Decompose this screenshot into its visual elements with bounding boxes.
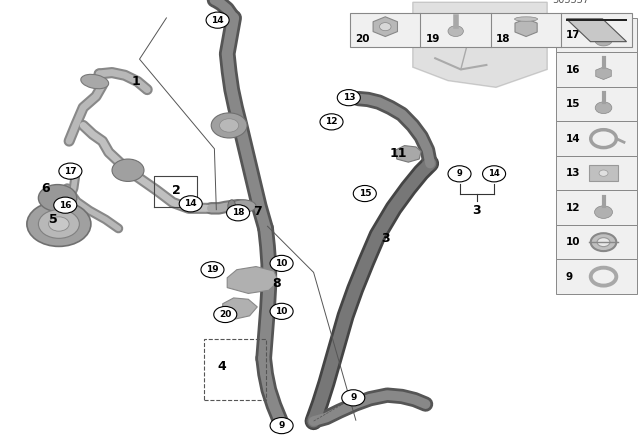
Ellipse shape bbox=[228, 200, 236, 212]
Text: 16: 16 bbox=[566, 65, 580, 75]
Text: 14: 14 bbox=[566, 134, 580, 144]
Polygon shape bbox=[396, 146, 421, 162]
Circle shape bbox=[595, 34, 612, 46]
Circle shape bbox=[179, 196, 202, 212]
Polygon shape bbox=[556, 18, 637, 52]
Text: 16: 16 bbox=[59, 201, 72, 210]
Text: 3: 3 bbox=[381, 232, 389, 245]
Circle shape bbox=[214, 306, 237, 323]
Polygon shape bbox=[556, 156, 637, 190]
Text: 9: 9 bbox=[278, 421, 285, 430]
Text: 19: 19 bbox=[426, 34, 440, 43]
Text: 20: 20 bbox=[219, 310, 232, 319]
Polygon shape bbox=[556, 87, 637, 121]
Text: 2: 2 bbox=[172, 184, 180, 197]
Circle shape bbox=[220, 119, 239, 132]
Polygon shape bbox=[556, 259, 637, 294]
Text: 8: 8 bbox=[272, 276, 280, 290]
Circle shape bbox=[320, 114, 343, 130]
Text: 15: 15 bbox=[358, 189, 371, 198]
Text: 10: 10 bbox=[566, 237, 580, 247]
Text: 503337: 503337 bbox=[552, 0, 589, 5]
Circle shape bbox=[54, 197, 77, 213]
Circle shape bbox=[38, 210, 79, 238]
Text: 12: 12 bbox=[566, 202, 580, 213]
Polygon shape bbox=[589, 165, 618, 181]
Circle shape bbox=[227, 205, 250, 221]
Circle shape bbox=[211, 113, 247, 138]
Circle shape bbox=[448, 166, 471, 182]
Polygon shape bbox=[556, 52, 637, 87]
Circle shape bbox=[270, 255, 293, 271]
Circle shape bbox=[337, 90, 360, 106]
Polygon shape bbox=[556, 121, 637, 156]
Circle shape bbox=[38, 185, 77, 211]
Text: 5: 5 bbox=[49, 213, 58, 226]
Polygon shape bbox=[223, 298, 257, 319]
Text: 4: 4 bbox=[218, 360, 227, 373]
Circle shape bbox=[380, 22, 391, 30]
Text: 6: 6 bbox=[42, 181, 50, 195]
Circle shape bbox=[59, 163, 82, 179]
Circle shape bbox=[270, 303, 293, 319]
Text: 10: 10 bbox=[275, 259, 288, 268]
Text: 20: 20 bbox=[355, 34, 370, 43]
Text: 13: 13 bbox=[342, 93, 355, 102]
Ellipse shape bbox=[230, 200, 256, 212]
Circle shape bbox=[270, 418, 293, 434]
Circle shape bbox=[448, 26, 463, 36]
Text: 13: 13 bbox=[566, 168, 580, 178]
Polygon shape bbox=[566, 19, 627, 21]
Circle shape bbox=[342, 390, 365, 406]
Circle shape bbox=[201, 262, 224, 278]
Circle shape bbox=[595, 206, 612, 218]
Text: 11: 11 bbox=[389, 146, 406, 160]
Text: 14: 14 bbox=[184, 199, 197, 208]
Polygon shape bbox=[556, 190, 637, 225]
Text: 14: 14 bbox=[488, 169, 500, 178]
Text: 9: 9 bbox=[457, 169, 462, 178]
Circle shape bbox=[599, 170, 608, 176]
Circle shape bbox=[353, 185, 376, 202]
Text: 19: 19 bbox=[206, 265, 219, 274]
Text: 17: 17 bbox=[566, 30, 580, 40]
Text: 9: 9 bbox=[566, 271, 573, 282]
Circle shape bbox=[27, 202, 91, 246]
Ellipse shape bbox=[515, 17, 538, 21]
Circle shape bbox=[49, 217, 69, 231]
Polygon shape bbox=[350, 13, 632, 47]
Polygon shape bbox=[566, 19, 627, 42]
Text: 14: 14 bbox=[211, 16, 224, 25]
Text: 17: 17 bbox=[64, 167, 77, 176]
Text: 12: 12 bbox=[325, 117, 338, 126]
Text: 18: 18 bbox=[496, 34, 511, 43]
Text: 18: 18 bbox=[232, 208, 244, 217]
Text: 1: 1 bbox=[131, 75, 140, 88]
Text: 9: 9 bbox=[350, 393, 356, 402]
Text: 15: 15 bbox=[566, 99, 580, 109]
Polygon shape bbox=[556, 225, 637, 259]
Text: 7: 7 bbox=[253, 205, 262, 218]
Circle shape bbox=[483, 166, 506, 182]
Circle shape bbox=[595, 102, 612, 113]
Text: 10: 10 bbox=[275, 307, 288, 316]
Ellipse shape bbox=[81, 74, 109, 89]
Text: 3: 3 bbox=[472, 204, 481, 217]
Polygon shape bbox=[413, 2, 547, 87]
Circle shape bbox=[597, 237, 610, 246]
Polygon shape bbox=[227, 267, 278, 293]
Circle shape bbox=[206, 12, 229, 28]
Circle shape bbox=[112, 159, 144, 181]
Circle shape bbox=[591, 233, 616, 251]
